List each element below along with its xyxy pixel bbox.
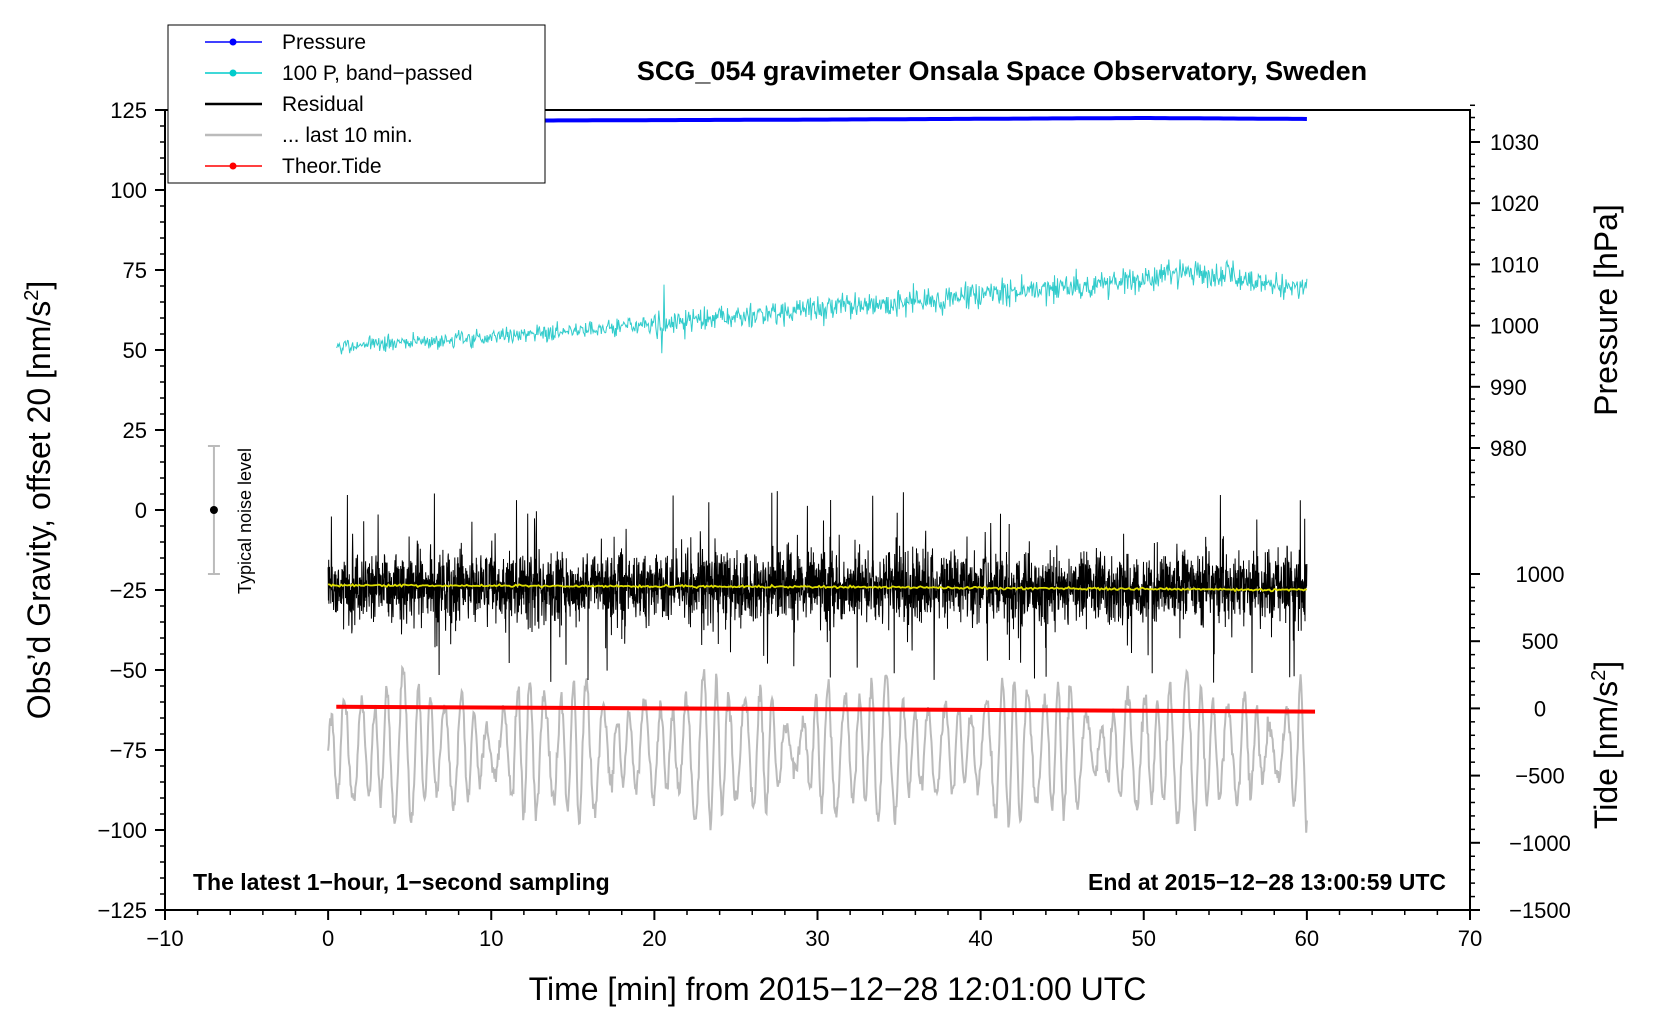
noise-label: Typical noise level — [235, 448, 255, 594]
legend-label: Pressure — [282, 31, 366, 54]
tide-tick-label: 1000 — [1516, 562, 1565, 587]
pressure-axis-title: Pressure [hPa] — [1588, 204, 1624, 416]
series-band-passed — [336, 259, 1308, 355]
y-tick-label: 125 — [110, 98, 147, 123]
tide-axis-title-text: Tide [nm/s — [1588, 681, 1624, 829]
legend: Pressure 100 P, band−passed Residual ... la… — [167, 24, 546, 184]
y-tick-label: −25 — [110, 578, 147, 603]
chart-title: SCG_054 gravimeter Onsala Space Observat… — [637, 56, 1367, 86]
y-tick-label: −50 — [110, 658, 147, 683]
tide-tick-label: −500 — [1515, 764, 1565, 789]
pressure-tick-label: 1010 — [1490, 252, 1539, 277]
pressure-tick-label: 1020 — [1490, 191, 1539, 216]
y-tick-label: −75 — [110, 738, 147, 763]
x-tick-label: 20 — [642, 926, 666, 951]
legend-marker — [229, 162, 237, 170]
x-tick-label: 60 — [1295, 926, 1319, 951]
pressure-tick-label: 1030 — [1490, 130, 1539, 155]
y-tick-label: −100 — [97, 818, 147, 843]
y-axis-title-text: Obs’d Gravity, offset 20 [nm/s — [21, 301, 57, 720]
x-tick-label: 10 — [479, 926, 503, 951]
tide-tick-label: 0 — [1534, 696, 1546, 721]
pressure-tick-label: 1000 — [1490, 314, 1539, 339]
y-tick-label: 0 — [135, 498, 147, 523]
annotation-right: End at 2015−12−28 13:00:59 UTC — [1088, 869, 1446, 895]
pressure-tick-label: 980 — [1490, 436, 1527, 461]
x-tick-label: 0 — [322, 926, 334, 951]
plot-area: Typical noise level — [207, 116, 1316, 833]
legend-label: Theor.Tide — [282, 155, 382, 178]
x-tick-label: 40 — [968, 926, 992, 951]
x-tick-label: 50 — [1132, 926, 1156, 951]
y-tick-label: 100 — [110, 178, 147, 203]
x-tick-label: −10 — [146, 926, 183, 951]
tide-axis-title: Tide [nm/s2] — [1588, 661, 1624, 829]
plot-frame — [164, 109, 1471, 911]
legend-label: Residual — [282, 93, 364, 116]
x-tick-label: 30 — [805, 926, 829, 951]
series-theor-tide — [336, 704, 1316, 714]
tide-axis-title-sup: 2 — [1588, 670, 1610, 681]
legend-label: ... last 10 min. — [282, 124, 413, 147]
legend-label: 100 P, band−passed — [282, 62, 473, 85]
y-tick-label: 50 — [123, 338, 147, 363]
pressure-tick-label: 990 — [1490, 375, 1527, 400]
y-axis-title-sup: 2 — [21, 290, 43, 301]
tide-tick-label: 500 — [1522, 629, 1559, 654]
y-tick-label: −125 — [97, 898, 147, 923]
tide-tick-label: −1500 — [1509, 898, 1571, 923]
series-residual-mean — [327, 583, 1308, 593]
legend-marker — [229, 69, 237, 77]
annotation-left: The latest 1−hour, 1−second sampling — [193, 869, 610, 895]
x-axis-title: Time [min] from 2015−12−28 12:01:00 UTC — [529, 971, 1147, 1007]
y-tick-label: 75 — [123, 258, 147, 283]
tide-axis-title-end: ] — [1588, 661, 1624, 670]
series-residual — [327, 491, 1308, 683]
y-tick-label: 25 — [123, 418, 147, 443]
series-last-10-min — [327, 664, 1308, 833]
x-tick-label: 70 — [1458, 926, 1482, 951]
y-axis-title-end: ] — [21, 281, 57, 290]
axes: −10 0 10 20 30 40 50 60 70−125−100−75−50−2502550… — [21, 56, 1624, 1007]
tide-tick-label: −1000 — [1509, 831, 1571, 856]
y-axis-title: Obs’d Gravity, offset 20 [nm/s2] — [21, 281, 57, 720]
legend-marker — [229, 38, 237, 46]
noise-center-dot — [209, 506, 218, 514]
